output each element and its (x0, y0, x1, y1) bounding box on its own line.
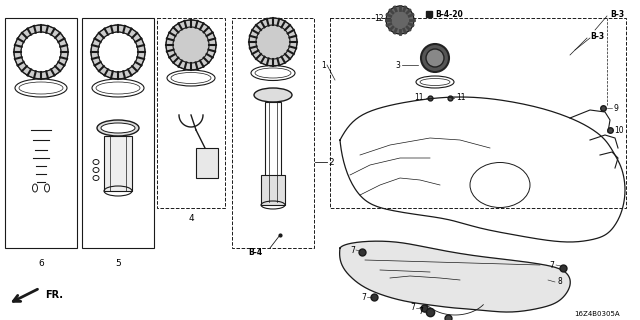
Ellipse shape (101, 123, 135, 133)
Bar (82, 18, 154, 248)
Circle shape (21, 32, 61, 72)
Circle shape (249, 18, 297, 66)
Text: 16Z4B0305A: 16Z4B0305A (574, 311, 620, 317)
Bar (261, 175, 285, 205)
Text: 3: 3 (395, 60, 400, 69)
Circle shape (386, 6, 414, 34)
Text: 5: 5 (115, 260, 121, 268)
Circle shape (14, 25, 68, 79)
Text: 7: 7 (361, 292, 366, 301)
Text: B-4-20: B-4-20 (435, 10, 463, 19)
Ellipse shape (97, 120, 139, 136)
Text: 6: 6 (38, 260, 44, 268)
Text: 7: 7 (410, 303, 415, 313)
Circle shape (421, 44, 449, 72)
Text: 11: 11 (456, 92, 465, 101)
Text: B-3: B-3 (610, 10, 624, 19)
Text: 7: 7 (418, 308, 423, 316)
Text: 10: 10 (614, 125, 623, 134)
Text: 4: 4 (188, 213, 194, 222)
Bar (104, 136, 132, 191)
Text: 12: 12 (374, 13, 384, 22)
Text: 7: 7 (549, 260, 554, 269)
Bar (232, 18, 314, 248)
Polygon shape (340, 241, 570, 312)
Circle shape (98, 32, 138, 72)
Bar (5, 18, 77, 248)
Circle shape (426, 49, 444, 67)
Text: B-3: B-3 (590, 31, 604, 41)
Text: 7: 7 (350, 245, 355, 254)
Bar (330, 18, 626, 208)
Circle shape (166, 20, 216, 70)
Text: 8: 8 (557, 277, 562, 286)
Text: 2: 2 (328, 157, 333, 166)
Text: 11: 11 (415, 92, 424, 101)
Ellipse shape (254, 88, 292, 102)
Bar (157, 18, 225, 208)
Bar (196, 148, 218, 178)
Text: 1: 1 (321, 60, 326, 69)
Text: FR.: FR. (45, 290, 63, 300)
Bar (265, 102, 281, 202)
Circle shape (91, 25, 145, 79)
Text: B-4: B-4 (248, 247, 262, 257)
Text: 9: 9 (614, 103, 619, 113)
